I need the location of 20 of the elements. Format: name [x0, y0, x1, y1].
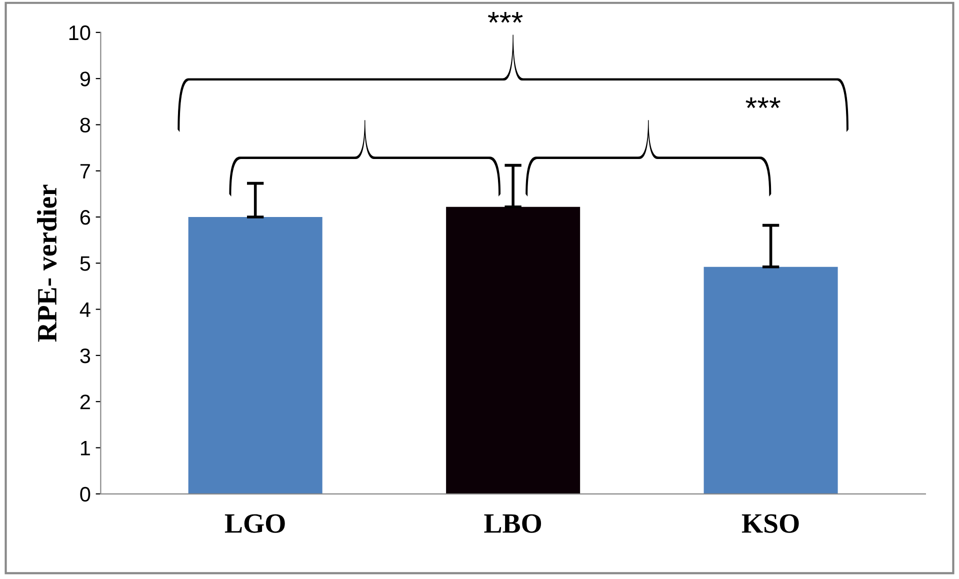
x-tick-label: LGO	[224, 514, 285, 533]
y-tick-label: 5	[80, 256, 90, 271]
x-tick-label: KSO	[742, 514, 799, 533]
y-axis-title: RPE- verdier	[37, 184, 57, 342]
y-tick-label: 6	[80, 210, 90, 225]
y-tick-label: 7	[80, 164, 90, 178]
bar	[188, 217, 322, 494]
annotation: ***	[746, 97, 780, 108]
y-tick-label: 4	[80, 302, 90, 317]
y-tick-label: 10	[69, 25, 90, 40]
bar	[704, 266, 838, 494]
y-tick-label: 1	[80, 440, 90, 456]
y-tick-label: 8	[80, 118, 90, 132]
y-tick-label: 9	[80, 72, 90, 86]
y-tick-label: 0	[80, 486, 90, 502]
x-tick-label: LBO	[484, 514, 542, 533]
y-tick-label: 2	[80, 394, 90, 410]
y-tick-label: 3	[80, 348, 90, 364]
bar	[446, 206, 580, 494]
text: ***	[488, 12, 523, 23]
